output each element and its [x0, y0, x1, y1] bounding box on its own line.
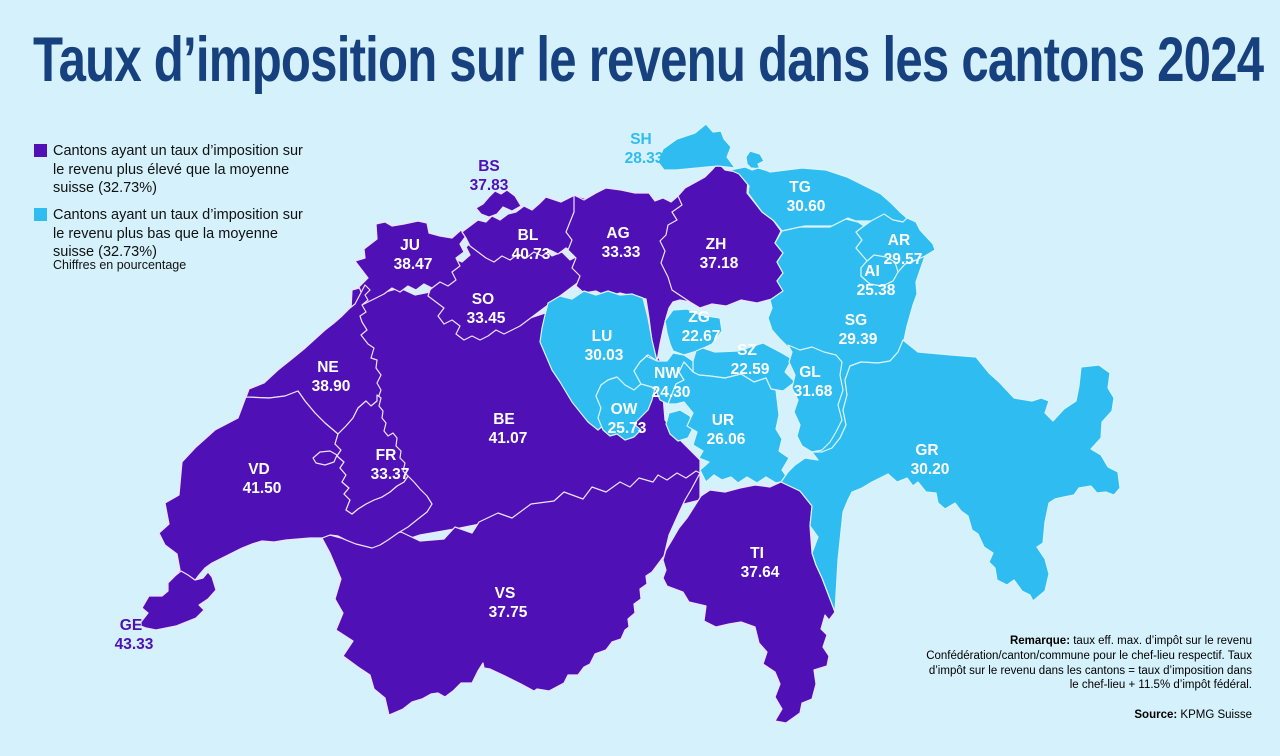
- svg-text:SH: SH: [630, 131, 652, 148]
- svg-text:26.06: 26.06: [707, 431, 746, 448]
- svg-text:38.47: 38.47: [394, 256, 433, 273]
- svg-text:NW: NW: [654, 365, 680, 382]
- svg-text:22.67: 22.67: [682, 328, 721, 345]
- svg-text:28.33: 28.33: [625, 150, 664, 167]
- svg-text:37.83: 37.83: [470, 177, 509, 194]
- svg-text:29.39: 29.39: [839, 331, 878, 348]
- svg-text:ZH: ZH: [706, 236, 727, 253]
- svg-text:33.45: 33.45: [467, 310, 506, 327]
- svg-text:AI: AI: [864, 263, 880, 280]
- svg-text:TG: TG: [789, 179, 811, 196]
- svg-text:33.33: 33.33: [602, 244, 641, 261]
- svg-text:TI: TI: [750, 545, 764, 562]
- svg-text:31.68: 31.68: [794, 383, 833, 400]
- svg-text:25.73: 25.73: [608, 420, 647, 437]
- svg-text:OW: OW: [611, 401, 638, 418]
- svg-text:ZG: ZG: [688, 309, 710, 326]
- svg-text:BS: BS: [478, 158, 500, 175]
- svg-text:33.37: 33.37: [371, 466, 410, 483]
- svg-text:AG: AG: [606, 225, 629, 242]
- svg-text:AR: AR: [888, 232, 910, 249]
- svg-text:GL: GL: [799, 364, 821, 381]
- svg-text:37.18: 37.18: [700, 255, 739, 272]
- svg-text:FR: FR: [376, 447, 397, 464]
- svg-text:24.30: 24.30: [652, 384, 691, 401]
- svg-text:BE: BE: [493, 411, 515, 428]
- svg-text:37.64: 37.64: [741, 564, 780, 581]
- svg-text:40.73: 40.73: [512, 246, 551, 263]
- svg-text:SG: SG: [845, 312, 867, 329]
- svg-text:37.75: 37.75: [489, 604, 528, 621]
- svg-text:JU: JU: [400, 237, 420, 254]
- svg-text:VS: VS: [495, 585, 516, 602]
- svg-text:22.59: 22.59: [731, 361, 770, 378]
- svg-text:30.60: 30.60: [787, 198, 826, 215]
- svg-text:NE: NE: [317, 359, 339, 376]
- svg-text:SZ: SZ: [737, 342, 757, 359]
- svg-text:BL: BL: [518, 227, 539, 244]
- svg-text:UR: UR: [712, 412, 734, 429]
- svg-text:LU: LU: [592, 328, 613, 345]
- svg-text:GR: GR: [915, 442, 938, 459]
- svg-text:38.90: 38.90: [312, 378, 351, 395]
- svg-text:29.57: 29.57: [884, 251, 923, 268]
- svg-text:GE: GE: [120, 617, 142, 634]
- svg-text:30.03: 30.03: [585, 347, 624, 364]
- svg-text:43.33: 43.33: [115, 636, 154, 653]
- svg-text:30.20: 30.20: [911, 461, 950, 478]
- svg-text:41.07: 41.07: [489, 430, 528, 447]
- svg-text:SO: SO: [472, 291, 494, 308]
- svg-text:41.50: 41.50: [243, 480, 282, 497]
- svg-text:25.38: 25.38: [857, 282, 896, 299]
- svg-text:VD: VD: [248, 461, 270, 478]
